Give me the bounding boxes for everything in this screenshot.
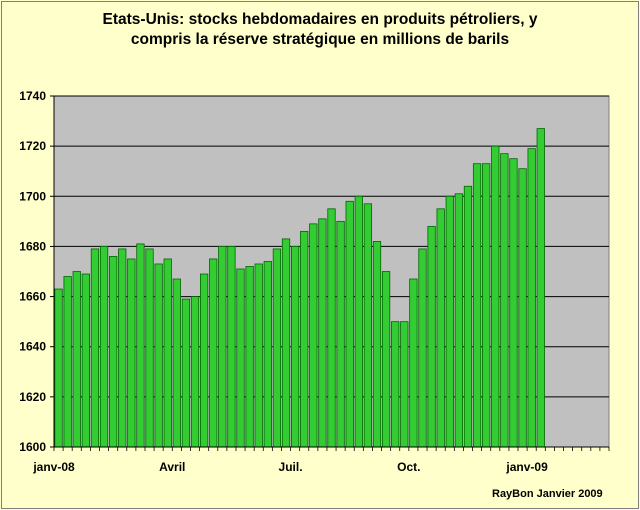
bar bbox=[409, 278, 418, 448]
bar bbox=[463, 185, 473, 448]
bar bbox=[72, 271, 81, 448]
bar bbox=[300, 230, 309, 448]
bar bbox=[236, 268, 245, 448]
bar bbox=[363, 203, 373, 448]
y-tick-label: 1740 bbox=[19, 89, 46, 103]
bar bbox=[436, 208, 445, 448]
bar bbox=[527, 148, 536, 448]
y-tick-label: 1700 bbox=[19, 189, 46, 203]
bar bbox=[254, 263, 263, 448]
bar bbox=[491, 145, 500, 448]
bar bbox=[272, 248, 282, 448]
bar bbox=[536, 128, 545, 448]
x-tick-label: Avril bbox=[159, 460, 185, 474]
chart-title-line-2: compris la réserve stratégique en millio… bbox=[130, 31, 510, 48]
bar bbox=[354, 195, 363, 448]
bar bbox=[172, 278, 181, 448]
bar bbox=[109, 256, 118, 448]
bar bbox=[181, 298, 191, 448]
y-tick-label: 1660 bbox=[19, 290, 46, 304]
x-tick-label: Oct. bbox=[397, 460, 420, 474]
bar bbox=[145, 248, 154, 448]
bar bbox=[154, 263, 163, 448]
y-tick-label: 1680 bbox=[19, 239, 46, 253]
bar bbox=[418, 248, 427, 448]
bar bbox=[309, 223, 318, 448]
bar bbox=[63, 276, 72, 448]
bar bbox=[127, 258, 136, 448]
author-credit: RayBon Janvier 2009 bbox=[492, 488, 603, 500]
bar bbox=[90, 248, 100, 448]
bar bbox=[336, 220, 345, 448]
bar bbox=[190, 296, 200, 448]
x-tick-label: Juil. bbox=[279, 460, 303, 474]
bar bbox=[345, 200, 354, 448]
bar bbox=[327, 208, 336, 448]
bar bbox=[136, 243, 145, 448]
bar bbox=[427, 225, 436, 448]
bar bbox=[500, 153, 509, 448]
y-tick-label: 1600 bbox=[19, 440, 46, 454]
bar bbox=[218, 246, 227, 448]
bar bbox=[400, 321, 409, 448]
bar bbox=[290, 246, 300, 448]
bar bbox=[227, 246, 236, 448]
y-tick-label: 1720 bbox=[19, 139, 46, 153]
bar bbox=[209, 258, 218, 448]
bar bbox=[54, 288, 63, 448]
bar bbox=[509, 158, 518, 448]
x-tick-label: janv-08 bbox=[32, 460, 75, 474]
bar bbox=[381, 271, 391, 448]
bar bbox=[372, 241, 382, 448]
bar bbox=[281, 238, 291, 448]
y-tick-label: 1620 bbox=[19, 390, 46, 404]
bar bbox=[445, 195, 454, 448]
bar bbox=[99, 246, 109, 448]
bar bbox=[199, 273, 209, 448]
bar bbox=[391, 321, 400, 448]
chart-title: Etats-Unis: stocks hebdomadaires en prod… bbox=[0, 10, 640, 50]
bar bbox=[245, 266, 254, 448]
y-tick-label: 1640 bbox=[19, 340, 46, 354]
bar bbox=[472, 163, 482, 448]
bar bbox=[318, 218, 327, 448]
x-tick-label: janv-09 bbox=[505, 460, 548, 474]
chart-title-line-1: Etats-Unis: stocks hebdomadaires en prod… bbox=[102, 11, 538, 28]
bar bbox=[454, 193, 464, 448]
bar bbox=[518, 168, 527, 448]
bar bbox=[81, 273, 90, 448]
bar bbox=[118, 248, 127, 448]
bar bbox=[263, 261, 272, 448]
bar bbox=[163, 258, 172, 448]
bar bbox=[482, 163, 491, 448]
